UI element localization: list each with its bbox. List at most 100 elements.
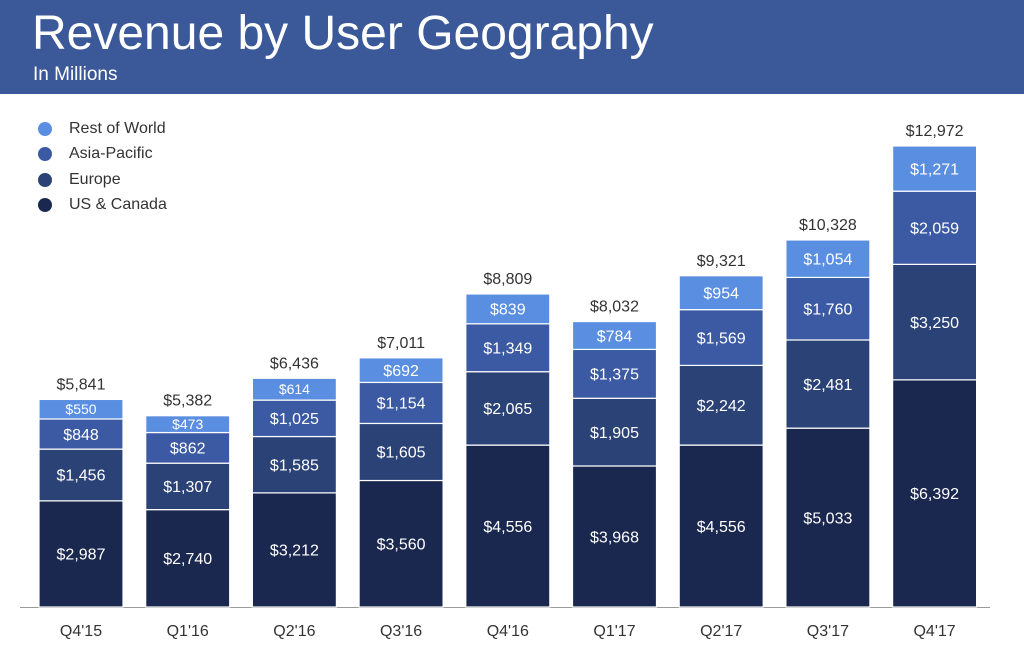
bar-group-q4-15: $2,987 $1,456 $848 $550 $5,841 [38, 376, 124, 608]
bar-segment-europe-q3-17 [785, 339, 871, 429]
total-label-q1-16: $5,382 [163, 393, 212, 410]
legend-item-europe: Europe [38, 167, 167, 193]
data-label-europe-q4-17: $3,250 [910, 315, 959, 332]
data-label-rest-of-world-q2-16: $614 [279, 381, 310, 397]
data-label-asia-pacific-q3-16: $1,154 [377, 396, 426, 413]
data-label-europe-q1-17: $1,905 [590, 425, 639, 442]
bar-segment-rest-of-world-q4-17 [891, 145, 978, 192]
bar-segment-asia-pacific-q2-16 [251, 399, 337, 438]
data-label-rest-of-world-q1-16: $473 [172, 416, 203, 432]
bar-segment-europe-q4-16 [465, 371, 551, 446]
bar-group-q2-17: $4,556 $2,242 $1,569 $954 $9,321 [678, 253, 764, 608]
x-tick-label-q4-17: Q4'17 [913, 623, 955, 640]
total-label-q2-16: $6,436 [270, 355, 319, 372]
bar-segment-us-canada-q3-16 [358, 479, 444, 608]
legend-label-us-canada: US & Canada [69, 196, 167, 214]
legend-swatch-asia-pacific [38, 147, 52, 162]
data-label-us-canada-q3-17: $5,033 [803, 510, 852, 527]
x-tick-label-q1-16: Q1'16 [167, 623, 209, 640]
bar-group-q4-16: $4,556 $2,065 $1,349 $839 $8,809 [465, 271, 551, 608]
x-tick-label-q3-16: Q3'16 [380, 623, 422, 640]
legend-swatch-rest-of-world [38, 121, 52, 136]
header-banner: Revenue by User Geography In Millions [0, 0, 1024, 94]
bar-segment-europe-q4-17 [891, 263, 978, 381]
data-label-asia-pacific-q4-17: $2,059 [910, 221, 959, 238]
total-label-q3-17: $10,328 [799, 217, 857, 234]
data-label-asia-pacific-q3-17: $1,760 [803, 301, 852, 318]
data-label-europe-q3-17: $2,481 [803, 377, 852, 394]
total-label-q3-16: $7,011 [377, 335, 425, 352]
page-title: Revenue by User Geography [32, 7, 654, 60]
bar-segment-asia-pacific-q4-16 [465, 323, 551, 373]
bar-segment-asia-pacific-q3-16 [358, 381, 444, 425]
data-label-rest-of-world-q2-17: $954 [703, 285, 739, 302]
bar-segment-asia-pacific-q1-16 [145, 431, 231, 464]
legend-swatch-us-canada [38, 198, 52, 213]
total-label-q1-17: $8,032 [590, 299, 639, 316]
data-label-asia-pacific-q1-16: $862 [170, 441, 206, 458]
data-label-rest-of-world-q1-17: $784 [597, 328, 633, 345]
legend-swatch-europe [38, 172, 52, 187]
bar-group-q3-16: $3,560 $1,605 $1,154 $692 $7,011 [358, 335, 444, 608]
data-label-rest-of-world-q4-17: $1,271 [910, 161, 959, 178]
bar-segment-us-canada-q1-16 [145, 509, 231, 608]
bar-segment-rest-of-world-q1-16 [145, 415, 231, 434]
bar-segment-europe-q2-17 [678, 364, 764, 446]
data-label-us-canada-q4-15: $2,987 [57, 547, 106, 564]
page-subtitle: In Millions [33, 64, 118, 85]
legend-label-europe: Europe [69, 170, 121, 188]
data-label-asia-pacific-q2-16: $1,025 [270, 411, 319, 428]
total-label-q4-15: $5,841 [57, 376, 106, 393]
bar-segment-asia-pacific-q2-17 [678, 309, 764, 367]
legend-item-us-canada: US & Canada [38, 193, 167, 219]
total-label-q2-17: $9,321 [697, 253, 746, 270]
bar-segment-us-canada-q1-17 [571, 465, 658, 608]
total-label-q4-16: $8,809 [483, 271, 532, 288]
data-label-us-canada-q2-16: $3,212 [270, 543, 319, 560]
x-tick-label-q3-17: Q3'17 [807, 623, 849, 640]
data-label-europe-q3-16: $1,605 [377, 445, 426, 462]
bar-group-q2-16: $3,212 $1,585 $1,025 $614 $6,436 [251, 355, 337, 608]
data-label-europe-q4-16: $2,065 [483, 401, 532, 418]
bar-segment-rest-of-world-q4-16 [465, 293, 551, 325]
bar-segment-us-canada-q2-17 [678, 444, 764, 608]
bar-segment-asia-pacific-q4-15 [38, 418, 124, 450]
bar-segment-europe-q2-16 [251, 435, 337, 494]
chart-legend: Rest of World Asia-Pacific Europe US & C… [38, 116, 167, 218]
bar-segment-us-canada-q3-17 [785, 427, 871, 608]
data-label-asia-pacific-q4-16: $1,349 [483, 340, 532, 357]
data-label-us-canada-q4-17: $6,392 [910, 486, 959, 503]
legend-item-rest-of-world: Rest of World [38, 116, 167, 142]
legend-label-asia-pacific: Asia-Pacific [69, 145, 153, 163]
data-label-asia-pacific-q1-17: $1,375 [590, 367, 639, 384]
x-tick-label-q4-16: Q4'16 [487, 623, 529, 640]
bar-segment-europe-q1-16 [145, 462, 231, 511]
data-label-europe-q2-16: $1,585 [270, 457, 319, 474]
bar-segment-europe-q4-15 [38, 448, 124, 502]
bar-group-q1-17: $3,968 $1,905 $1,375 $784 $8,032 [571, 299, 658, 608]
bar-segment-rest-of-world-q2-16 [251, 377, 337, 401]
bar-group-q1-16: $2,740 $1,307 $862 $473 $5,382 [145, 393, 231, 608]
bar-segment-asia-pacific-q1-17 [571, 348, 658, 399]
x-tick-label-q4-15: Q4'15 [60, 623, 102, 640]
bar-group-q3-17: $5,033 $2,481 $1,760 $1,054 $10,328 [785, 217, 871, 608]
data-label-asia-pacific-q4-15: $848 [63, 427, 99, 444]
data-label-rest-of-world-q3-16: $692 [383, 363, 419, 380]
bar-segment-rest-of-world-q2-17 [678, 275, 764, 311]
x-tick-label-q1-17: Q1'17 [593, 623, 635, 640]
data-label-europe-q4-15: $1,456 [57, 468, 106, 485]
bar-segment-europe-q1-17 [571, 397, 658, 467]
data-label-us-canada-q1-17: $3,968 [590, 529, 639, 546]
bar-segment-rest-of-world-q3-16 [358, 357, 444, 384]
legend-item-asia-pacific: Asia-Pacific [38, 142, 167, 168]
total-label-q4-17: $12,972 [906, 123, 964, 140]
x-tick-label-q2-16: Q2'16 [273, 623, 315, 640]
bar-segment-asia-pacific-q4-17 [891, 190, 978, 265]
legend-label-rest-of-world: Rest of World [69, 119, 166, 137]
bar-segment-rest-of-world-q1-17 [571, 320, 658, 351]
data-label-asia-pacific-q2-17: $1,569 [697, 330, 746, 347]
data-label-us-canada-q3-16: $3,560 [377, 537, 426, 554]
data-label-rest-of-world-q3-17: $1,054 [803, 251, 852, 268]
bar-segment-us-canada-q4-16 [465, 444, 551, 608]
